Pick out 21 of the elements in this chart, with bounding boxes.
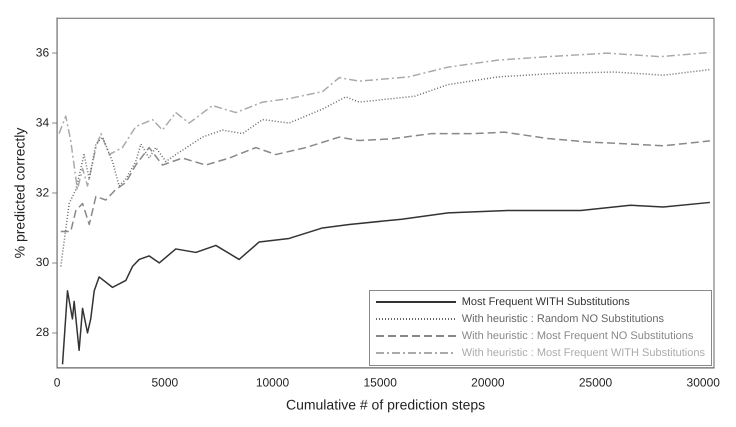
x-tick-label: 25000: [578, 375, 613, 390]
x-tick-label: 5000: [151, 375, 178, 390]
y-axis-title: % predicted correctly: [11, 128, 28, 258]
x-tick-label: 20000: [471, 375, 505, 390]
y-tick-label: 30: [36, 255, 50, 270]
line-series: [60, 68, 711, 268]
text: With heuristic : Random NO Substitutions: [462, 313, 664, 326]
line-series: [60, 131, 711, 232]
x-axis-title: Cumulative # of prediction steps: [286, 396, 486, 412]
x-tick-label: 30000: [686, 375, 720, 390]
y-tick-label: 34: [36, 115, 50, 130]
text: With heuristic : Most Frequent WITH Substitutions: [462, 347, 705, 360]
text: With heuristic : Most Frequent NO Substitutions: [462, 330, 694, 342]
x-tick-label: 15000: [364, 375, 398, 390]
x-tick-label: 10000: [256, 375, 290, 390]
line-series: [58, 52, 711, 190]
x-tick-label: 0: [54, 375, 61, 390]
text: Most Frequent WITH Substitutions: [462, 296, 630, 308]
y-tick-label: 32: [36, 185, 50, 200]
y-tick-label: 28: [36, 325, 50, 340]
y-tick-label: 36: [36, 45, 50, 60]
